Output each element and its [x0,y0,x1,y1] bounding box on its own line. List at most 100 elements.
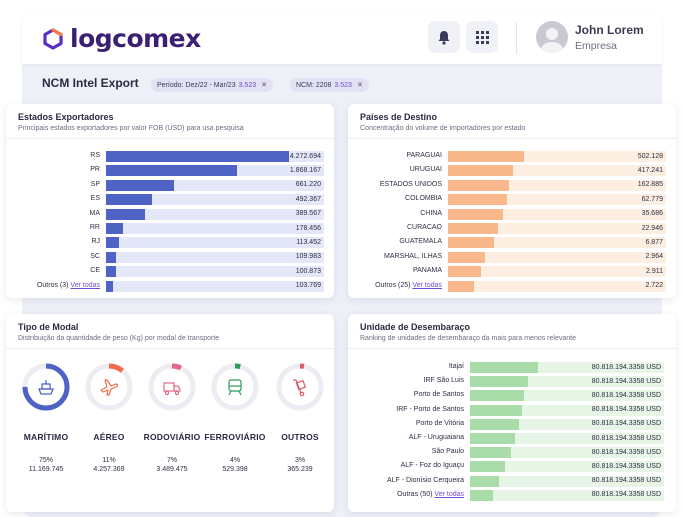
bar-label: Porto de Vitória [416,420,464,427]
ver-todas-link[interactable]: Ver todas [434,490,464,498]
bar-row[interactable]: São Paulo 80.818.194.3358 USD [348,447,676,459]
bar-label-text: ES [90,195,100,203]
user-name[interactable]: John Lorem [575,23,644,37]
bar-label: Outros (3) Ver todas [37,282,100,289]
bar-track: 100.873 [106,266,324,278]
bar-row[interactable]: Outros (25) Ver todas 2.722 [348,280,676,292]
bar-row[interactable]: MA 389.567 [6,208,334,220]
bar-row[interactable]: Porto de Vitória 80.818.194.3358 USD [348,418,676,430]
bar-fill [470,390,525,402]
bar-row[interactable]: COLOMBIA 62.779 [348,194,676,206]
bar-fill [448,280,475,292]
close-icon[interactable]: ✕ [261,82,267,89]
bar-row[interactable]: ALF - Dionísio Cerqueira 80.818.194.3358 … [348,475,676,487]
card-divider [348,138,676,139]
bar-row[interactable]: URUGUAI 417.241 [348,165,676,177]
ver-todas-link[interactable]: Ver todas [412,281,442,289]
bar-label-text: RS [90,152,100,159]
bar-label-text: CE [90,267,100,275]
bar-row[interactable]: PANAMA 2.911 [348,266,676,278]
bar-row[interactable]: Outros (3) Ver todas 103.769 [6,280,334,292]
bar-value: 109.983 [295,253,321,261]
bar-row[interactable]: RJ 113.452 [6,237,334,249]
bar-fill [448,208,503,220]
bar-label-text: PARAGUAI [406,152,442,159]
bar-fill [106,251,116,263]
bar-row[interactable]: SC 109.983 [6,251,334,263]
logo-mark-icon [42,27,64,50]
bar-value: 417.241 [637,166,663,174]
bar-value: 1.868.167 [289,166,321,174]
modal-ring [276,363,324,411]
bar-row[interactable]: IRF - Porto de Santos 80.818.194.3358 USD [348,404,676,416]
bar-row[interactable]: PARAGUAI 502.128 [348,151,676,162]
bar-track: 2.964 [448,251,666,263]
unidade-desembaraco-card: Unidade de Desembaraço Ranking de unidad… [348,314,676,512]
bar-label: CE [90,267,100,274]
bar-row[interactable]: Itajaí 80.818.194.3358 USD [348,362,676,373]
bar-row[interactable]: RR 178.456 [6,223,334,234]
bar-row[interactable]: ALF - Uruguaiana 80.818.194.3358 USD [348,433,676,444]
header-divider [516,22,517,54]
bar-label: ALF - Dionísio Cerqueira [387,477,464,484]
bar-label-text: IRF - Porto de Santos [396,405,464,413]
bar-label: ES [91,195,100,202]
bar-label-text: Outros (25) [375,281,411,289]
filter-chip-label: Período: Dez/22 - Mar/23 [157,81,236,89]
filter-chip-label: NCM: 2208 [296,81,332,89]
bar-value: 80.818.194.3358 USD [591,363,661,371]
bar-value: 492.367 [295,195,321,203]
bar-row[interactable]: CURACAO 22.946 [348,223,676,234]
bar-fill [448,179,510,191]
bar-row[interactable]: GUATEMALA 6.877 [348,237,676,249]
bar-row[interactable]: MARSHAL, ILHAS 2.964 [348,251,676,263]
logo[interactable]: logcomex [42,24,201,53]
bar-fill [448,223,499,234]
filter-chip-period[interactable]: Período: Dez/22 - Mar/23 3.523 ✕ [151,78,273,92]
bar-track: 178.456 [106,223,324,234]
bar-row[interactable]: ES 492.367 [6,194,334,206]
bar-label: São Paulo [432,448,464,455]
close-icon[interactable]: ✕ [356,82,363,89]
bar-label: Outras (50) Ver todas [397,491,464,498]
bar-row[interactable]: Outras (50) Ver todas 80.818.194.3358 USD [348,489,676,501]
bar-value: 22.946 [641,224,663,232]
bar-row[interactable]: SP 661.220 [6,179,334,191]
modal-weight: 4.257.369 [93,466,125,473]
bar-value: 80.818.194.3358 USD [591,434,661,442]
bar-row[interactable]: RS 4.272.694 [6,151,334,162]
bar-value: 80.818.194.3358 USD [591,491,661,499]
bar-label: Outros (25) Ver todas [375,282,442,289]
card-divider [6,348,334,349]
bar-fill [470,475,500,487]
bar-label-text: COLOMBIA [405,195,442,203]
bar-label: MA [90,210,101,217]
bar-track: 502.128 [448,151,666,162]
bar-track: 103.769 [106,280,324,292]
bar-label: SP [91,181,100,188]
bar-row[interactable]: CE 100.873 [6,266,334,278]
ver-todas-link[interactable]: Ver todas [70,281,100,289]
bar-track: 417.241 [448,165,666,177]
bar-track: 109.983 [106,251,324,263]
bar-row[interactable]: CHINA 35.686 [348,208,676,220]
apps-menu-button[interactable] [466,21,498,53]
bar-row[interactable]: Porto de Santos 80.818.194.3358 USD [348,390,676,402]
modal-ring [211,363,259,411]
avatar[interactable] [536,21,568,53]
bar-row[interactable]: ESTADOS UNIDOS 162.885 [348,179,676,191]
notifications-button[interactable] [428,21,460,53]
bar-row[interactable]: ALF - Foz do Iguaçu 80.818.194.3358 USD [348,461,676,473]
modal-weight: 365.239 [287,466,313,473]
bar-value: 6.877 [645,238,663,246]
bar-label-text: MA [89,209,101,217]
bar-row[interactable]: IRF São Luis 80.818.194.3358 USD [348,376,676,388]
bar-fill [106,280,113,292]
card-divider [6,138,334,139]
bar-value: 35.686 [641,210,663,218]
bar-row[interactable]: PR 1.868.167 [6,165,334,177]
bar-track: 2.911 [448,266,666,278]
filter-chip-ncm[interactable]: NCM: 2208 3.523 ✕ [290,78,369,92]
bar-fill [470,461,505,473]
bar-label: IRF - Porto de Santos [396,406,464,413]
